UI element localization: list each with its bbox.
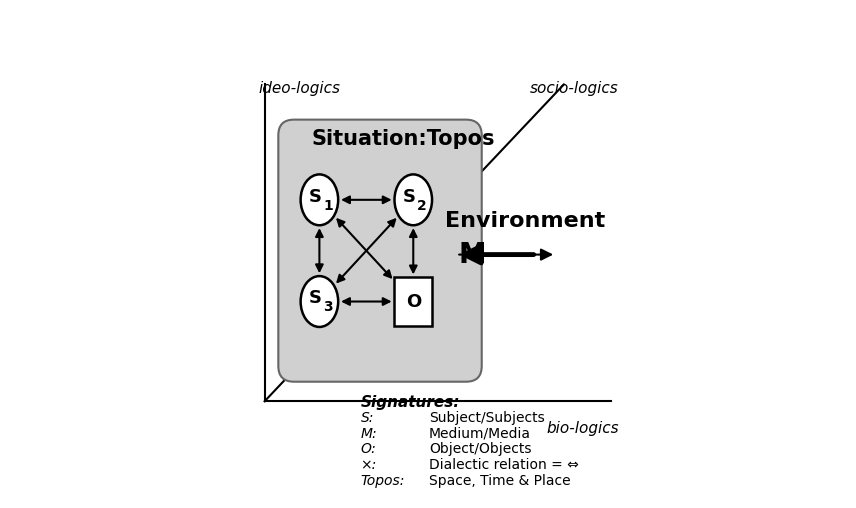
Text: bio-logics: bio-logics	[546, 421, 619, 436]
Text: 1: 1	[323, 199, 333, 213]
Text: Environment: Environment	[444, 211, 605, 231]
Text: ×:: ×:	[360, 458, 377, 472]
Text: M:: M:	[360, 427, 377, 441]
FancyArrowPatch shape	[343, 298, 389, 305]
FancyBboxPatch shape	[278, 119, 482, 382]
Text: 2: 2	[417, 199, 427, 213]
Text: S:: S:	[360, 411, 374, 425]
Text: O:: O:	[360, 442, 377, 456]
Ellipse shape	[300, 276, 338, 327]
Ellipse shape	[395, 174, 432, 225]
Text: S: S	[309, 290, 322, 307]
Text: Object/Objects: Object/Objects	[429, 442, 532, 456]
Text: M: M	[458, 241, 485, 269]
Ellipse shape	[300, 174, 338, 225]
FancyArrowPatch shape	[337, 219, 395, 282]
Text: Dialectic relation = ⇔: Dialectic relation = ⇔	[429, 458, 579, 472]
FancyArrowPatch shape	[343, 197, 389, 203]
Text: Situation:Topos: Situation:Topos	[312, 129, 495, 149]
Bar	[395, 277, 432, 326]
Text: Signatures:: Signatures:	[360, 395, 460, 410]
Text: Subject/Subjects: Subject/Subjects	[429, 411, 544, 425]
Text: 3: 3	[324, 300, 333, 314]
FancyArrowPatch shape	[410, 230, 417, 272]
Text: socio-logics: socio-logics	[530, 80, 619, 96]
Text: S: S	[403, 187, 416, 206]
Text: S: S	[309, 187, 322, 206]
Text: Topos:: Topos:	[360, 473, 405, 488]
Text: ideo-logics: ideo-logics	[259, 80, 341, 96]
FancyArrowPatch shape	[337, 219, 391, 277]
Text: O: O	[406, 293, 421, 310]
Text: Medium/Media: Medium/Media	[429, 427, 531, 441]
FancyArrowPatch shape	[316, 230, 323, 271]
Text: Space, Time & Place: Space, Time & Place	[429, 473, 571, 488]
